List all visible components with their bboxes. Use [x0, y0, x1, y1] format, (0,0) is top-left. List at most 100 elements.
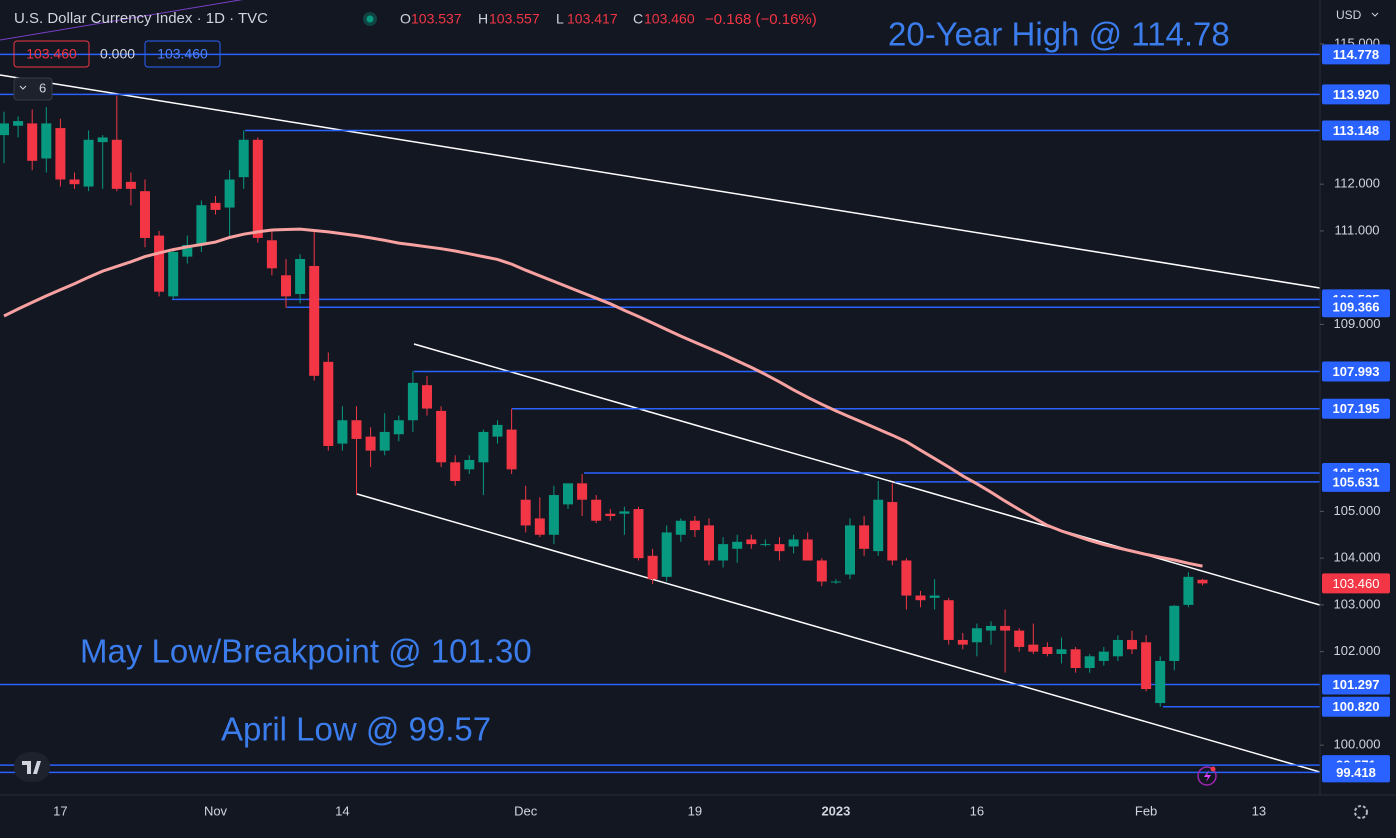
- candle-body: [633, 509, 644, 559]
- candle-body: [69, 179, 80, 185]
- annotation: May Low/Breakpoint @ 101.30: [80, 633, 532, 670]
- candle-body: [393, 420, 404, 435]
- y-tick-label: 103.000: [1334, 596, 1381, 611]
- legend-key: L: [556, 11, 564, 27]
- plot-area: [0, 0, 1320, 774]
- collapsed-count[interactable]: 6: [39, 80, 46, 95]
- candle-body: [365, 436, 376, 451]
- candle-body: [422, 385, 432, 409]
- trend-line: [0, 0, 244, 41]
- chevron: [1371, 12, 1379, 17]
- candle-body: [281, 275, 291, 297]
- candle-body: [859, 525, 870, 549]
- candle-body: [154, 235, 165, 292]
- level-label: 101.297: [1333, 677, 1380, 692]
- candle-body: [238, 139, 249, 178]
- ohlc-legend: O 103.537 H 103.557 L 103.417 C 103.460: [400, 11, 695, 27]
- candle-body: [1042, 646, 1053, 654]
- candle-body: [534, 518, 545, 535]
- level-tag: [1322, 398, 1390, 419]
- candle-body: [111, 139, 122, 189]
- y-tick-label: 112.000: [1334, 176, 1380, 191]
- candle-body: [901, 560, 912, 596]
- candle-body: [929, 595, 940, 598]
- x-tick-label: 14: [335, 803, 349, 818]
- y-tick-label: 105.000: [1334, 503, 1381, 518]
- candle-body: [252, 139, 263, 238]
- trend-line: [356, 493, 1320, 773]
- candle-body: [915, 595, 926, 601]
- legend-key: O: [400, 11, 411, 27]
- x-tick-label: Nov: [204, 803, 228, 818]
- candle-body: [802, 539, 813, 561]
- candle-body: [760, 544, 771, 546]
- candle-body: [337, 420, 348, 444]
- candle-body: [1056, 649, 1067, 654]
- candle-body: [1141, 642, 1152, 690]
- candle-body: [125, 181, 136, 189]
- collapse-button[interactable]: [13, 77, 53, 101]
- candle-body: [1112, 639, 1123, 657]
- candle-body: [548, 495, 559, 535]
- level-tag: [1322, 297, 1390, 318]
- event-icon-bolt: [1204, 770, 1211, 782]
- candle-body: [41, 123, 52, 159]
- level-label: 107.195: [1333, 401, 1380, 416]
- candle-body: [1197, 579, 1208, 584]
- level-label: 100.820: [1333, 699, 1380, 714]
- candle-body: [619, 511, 630, 514]
- level-tag: [1322, 44, 1390, 65]
- candle-body: [675, 520, 686, 535]
- candle-body: [647, 555, 658, 580]
- candle-body: [224, 179, 235, 208]
- candle-body: [957, 639, 968, 645]
- event-icon[interactable]: [1197, 766, 1217, 786]
- candle-body: [971, 628, 982, 643]
- candle-body: [0, 123, 9, 136]
- currency[interactable]: USD: [1336, 8, 1362, 22]
- level-label: 105.631: [1333, 474, 1380, 489]
- settings-icon[interactable]: [1354, 805, 1368, 819]
- last-price-tag: [1322, 573, 1390, 594]
- candle-body: [1070, 649, 1081, 668]
- candle-body: [605, 513, 616, 517]
- annotation: 20-Year High @ 114.78: [888, 16, 1230, 53]
- candle-body: [210, 202, 221, 210]
- change: −0.168 (−0.16%): [705, 11, 817, 28]
- candle-body: [196, 205, 207, 245]
- candle-body: [732, 541, 743, 549]
- candle-body: [520, 499, 531, 526]
- candle-body: [266, 240, 277, 269]
- chart-title: U.S. Dollar Currency Index · 1D · TVC: [14, 10, 268, 27]
- candle-body: [83, 139, 94, 187]
- indicator-value: 103.460: [26, 46, 77, 62]
- y-tick-label: 111.000: [1334, 222, 1379, 237]
- annotation: April Low @ 99.57: [221, 711, 491, 748]
- y-axis: 115.000112.000111.000109.000105.000104.0…: [1320, 35, 1381, 752]
- chevron: [19, 85, 27, 90]
- indicator-box: [13, 40, 90, 68]
- candle-body: [816, 560, 827, 582]
- candle-body: [746, 539, 757, 545]
- candle-body: [718, 544, 729, 561]
- status-dot: [366, 15, 374, 23]
- level-label: 113.148: [1333, 123, 1379, 138]
- indicator-box: [144, 40, 221, 68]
- candle-body: [478, 431, 489, 463]
- candle-body: [1000, 625, 1011, 631]
- legend-key: C: [633, 11, 643, 27]
- candle-body: [1169, 605, 1180, 661]
- legend-value: 103.460: [644, 11, 695, 27]
- candle-body: [450, 462, 461, 482]
- x-tick-label: 17: [53, 803, 67, 818]
- legend-value: 103.557: [489, 11, 540, 27]
- candle-body: [27, 123, 38, 161]
- candle-body: [97, 137, 108, 143]
- candle-body: [1155, 660, 1166, 704]
- candle-body: [845, 525, 855, 575]
- candle-body: [1028, 644, 1039, 652]
- trend-line: [0, 74, 1320, 289]
- candle-body: [943, 600, 954, 640]
- logo[interactable]: [14, 752, 50, 782]
